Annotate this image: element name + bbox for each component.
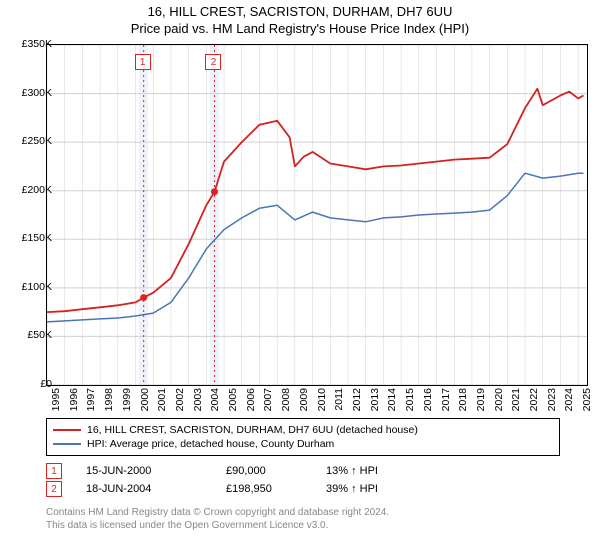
x-tick-label: 2022 [528, 388, 540, 418]
x-tick-label: 2003 [192, 388, 204, 418]
x-tick-label: 2020 [493, 388, 505, 418]
sale-marker-number: 2 [46, 481, 62, 497]
x-tick-label: 2021 [510, 388, 522, 418]
x-tick-label: 2024 [563, 388, 575, 418]
legend-item: HPI: Average price, detached house, Coun… [53, 437, 553, 451]
x-tick-label: 2010 [316, 388, 328, 418]
y-tick-label: £200K [10, 184, 52, 196]
x-tick-label: 2019 [475, 388, 487, 418]
x-tick-label: 2018 [457, 388, 469, 418]
footer-attribution: Contains HM Land Registry data © Crown c… [46, 506, 586, 532]
x-tick-label: 2025 [581, 388, 593, 418]
x-tick-label: 2009 [298, 388, 310, 418]
sale-price: £90,000 [226, 465, 326, 477]
x-tick-label: 1996 [68, 388, 80, 418]
x-tick-label: 2005 [227, 388, 239, 418]
x-tick-label: 2008 [280, 388, 292, 418]
chart-title: 16, HILL CREST, SACRISTON, DURHAM, DH7 6… [0, 0, 600, 38]
title-line-2: Price paid vs. HM Land Registry's House … [0, 21, 600, 38]
y-tick-label: £0 [10, 378, 52, 390]
x-tick-label: 2014 [386, 388, 398, 418]
sale-marker-flag: 1 [135, 54, 151, 70]
x-tick-label: 2007 [262, 388, 274, 418]
legend-label: 16, HILL CREST, SACRISTON, DURHAM, DH7 6… [87, 423, 418, 437]
y-tick-label: £250K [10, 135, 52, 147]
x-tick-label: 2006 [245, 388, 257, 418]
x-tick-label: 2004 [209, 388, 221, 418]
legend: 16, HILL CREST, SACRISTON, DURHAM, DH7 6… [46, 418, 560, 456]
sale-markers-table: 1 15-JUN-2000£90,00013% ↑ HPI 2 18-JUN-2004… [46, 462, 586, 498]
y-tick-label: £350K [10, 38, 52, 50]
legend-swatch [53, 429, 81, 431]
x-tick-label: 2015 [404, 388, 416, 418]
sale-marker-flag: 2 [205, 54, 221, 70]
x-tick-label: 1998 [103, 388, 115, 418]
x-tick-label: 1999 [121, 388, 133, 418]
x-tick-label: 2002 [174, 388, 186, 418]
legend-swatch [53, 443, 81, 445]
footer-line-2: This data is licensed under the Open Gov… [46, 519, 586, 532]
sale-date: 15-JUN-2000 [86, 465, 226, 477]
footer-line-1: Contains HM Land Registry data © Crown c… [46, 506, 586, 519]
chart-area [46, 44, 588, 386]
legend-item: 16, HILL CREST, SACRISTON, DURHAM, DH7 6… [53, 423, 553, 437]
x-tick-label: 2016 [422, 388, 434, 418]
sale-marker-row: 1 15-JUN-2000£90,00013% ↑ HPI [46, 462, 586, 480]
line-chart-svg [47, 45, 587, 385]
x-tick-label: 1997 [85, 388, 97, 418]
y-tick-label: £100K [10, 281, 52, 293]
x-tick-label: 2017 [440, 388, 452, 418]
x-tick-label: 2011 [333, 388, 345, 418]
x-tick-label: 2012 [351, 388, 363, 418]
sale-marker-number: 1 [46, 463, 62, 479]
y-tick-label: £150K [10, 232, 52, 244]
sale-hpi-delta: 39% ↑ HPI [326, 483, 446, 495]
x-tick-label: 1995 [50, 388, 62, 418]
x-tick-label: 2000 [139, 388, 151, 418]
sale-marker-row: 2 18-JUN-2004£198,95039% ↑ HPI [46, 480, 586, 498]
sale-date: 18-JUN-2004 [86, 483, 226, 495]
y-tick-label: £300K [10, 87, 52, 99]
sale-price: £198,950 [226, 483, 326, 495]
title-line-1: 16, HILL CREST, SACRISTON, DURHAM, DH7 6… [0, 4, 600, 21]
y-tick-label: £50K [10, 329, 52, 341]
x-tick-label: 2001 [156, 388, 168, 418]
sale-hpi-delta: 13% ↑ HPI [326, 465, 446, 477]
x-tick-label: 2013 [369, 388, 381, 418]
x-tick-label: 2023 [546, 388, 558, 418]
legend-label: HPI: Average price, detached house, Coun… [87, 437, 334, 451]
